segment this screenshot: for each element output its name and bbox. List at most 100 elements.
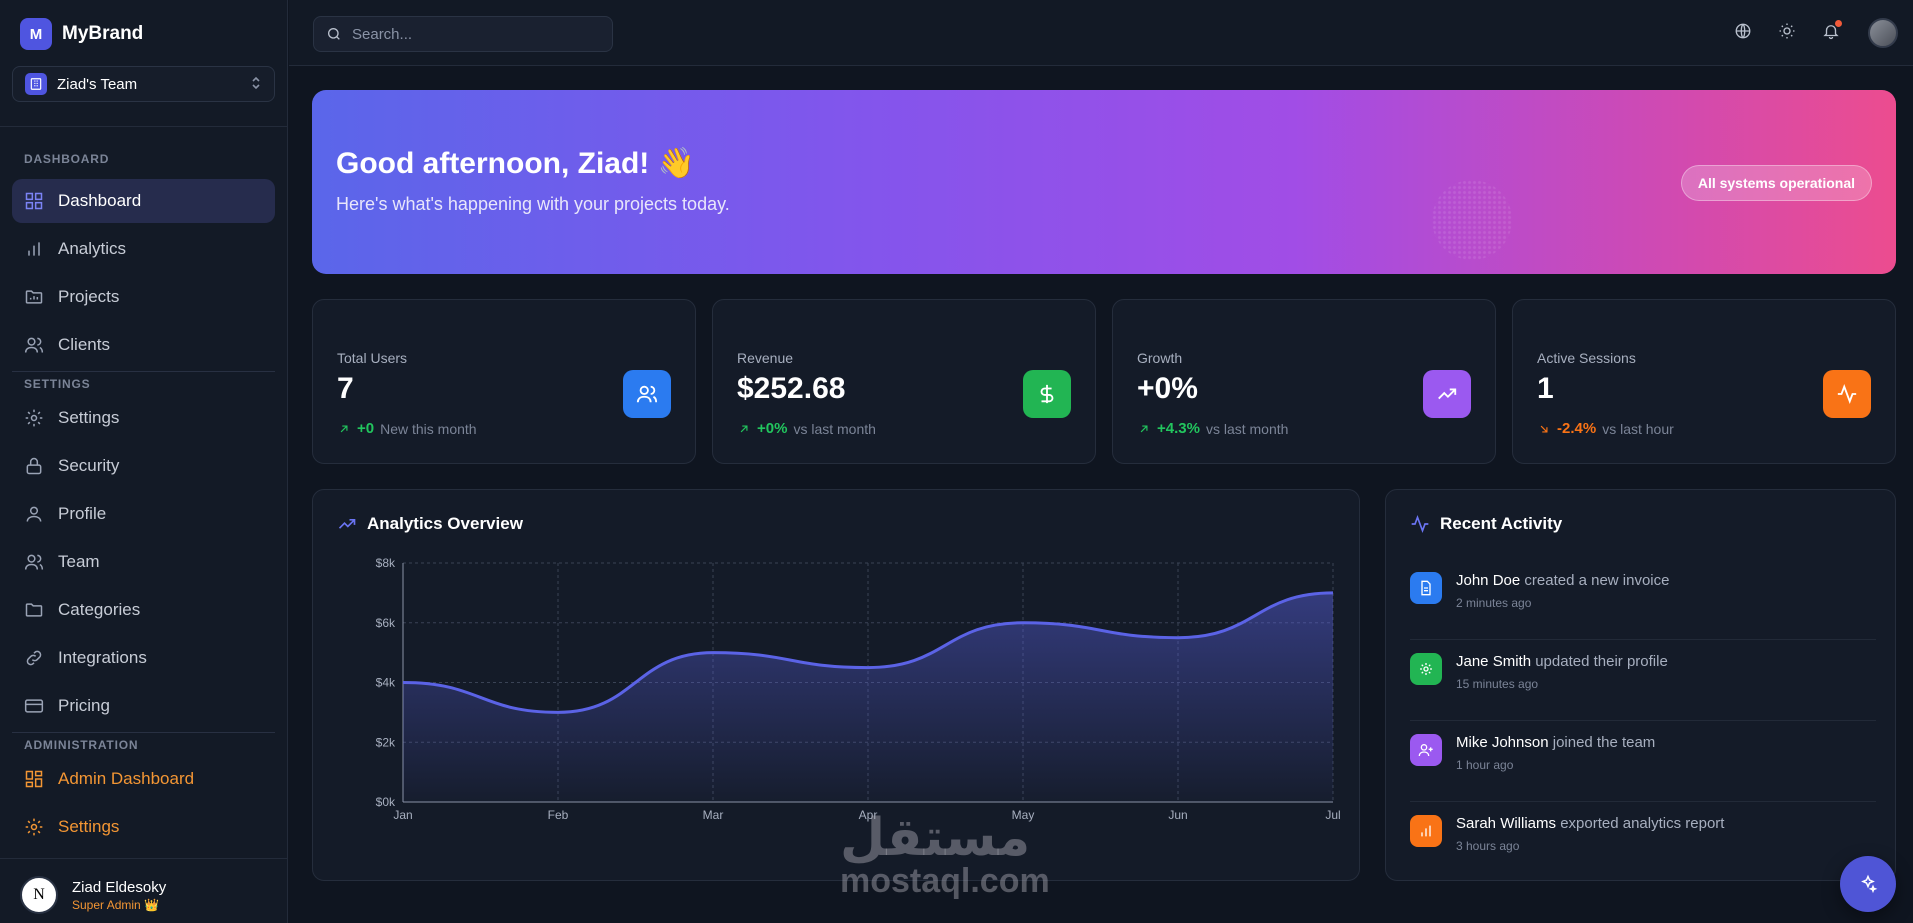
list-item[interactable]: Sarah Williams exported analytics report…	[1410, 803, 1876, 883]
user-name: Ziad Eldesoky	[72, 878, 167, 896]
sidebar-item-team[interactable]: Team	[12, 540, 275, 584]
activity-user: Sarah Williams	[1456, 815, 1557, 832]
sidebar-item-settings[interactable]: Settings	[12, 396, 275, 440]
x-tick-label: May	[1012, 808, 1035, 822]
stat-card-active-sessions: Active Sessions 1 -2.4% vs last hour	[1512, 299, 1896, 464]
trending-up-icon	[1423, 370, 1471, 418]
sidebar-item-label: Integrations	[58, 648, 147, 667]
x-tick-label: Jan	[393, 808, 412, 822]
activity-user: John Doe	[1456, 572, 1521, 589]
x-tick-label: Apr	[859, 808, 878, 822]
trend-value: -2.4%	[1557, 420, 1597, 437]
search-input[interactable]	[352, 25, 592, 43]
sidebar-item-label: Team	[58, 552, 100, 571]
series-line	[402, 591, 1334, 714]
stat-card-total-users: Total Users 7 +0 New this month	[312, 299, 696, 464]
sidebar-item-security[interactable]: Security	[12, 444, 275, 488]
sidebar-item-label: Security	[58, 456, 120, 475]
notification-dot	[1835, 20, 1842, 27]
activity-icon	[1411, 514, 1429, 534]
gear-icon	[1410, 653, 1442, 685]
brand-logo: M	[20, 18, 52, 50]
arrow-up-right-icon	[1140, 425, 1148, 432]
activity-text: Sarah Williams exported analytics report	[1456, 815, 1724, 832]
section-label-administration: ADMINISTRATION	[24, 738, 139, 752]
list-item[interactable]: Jane Smith updated their profile 15 minu…	[1410, 641, 1876, 721]
analytics-chart: $0k $2k $4k $6k $8k Jan Feb Mar Apr May Jun Jul	[376, 556, 1341, 822]
trend-note: vs last month	[1205, 420, 1289, 437]
user-menu[interactable]: N Ziad Eldesoky Super Admin 👑	[20, 876, 166, 914]
panel-title: Analytics Overview	[337, 514, 523, 534]
grid-icon	[25, 770, 43, 788]
watermark-logo: مستقل	[840, 808, 1031, 868]
trend-value: +0%	[757, 420, 788, 437]
brand[interactable]: M MyBrand	[20, 18, 143, 50]
activity-text: John Doe created a new invoice	[1456, 572, 1669, 589]
user-plus-icon	[1410, 734, 1442, 766]
activity-action: exported analytics report	[1556, 815, 1725, 832]
sidebar-item-dashboard[interactable]: Dashboard	[12, 179, 275, 223]
divider	[1410, 801, 1876, 802]
chevron-updown-icon	[250, 76, 262, 93]
list-item[interactable]: Mike Johnson joined the team 1 hour ago	[1410, 722, 1876, 802]
welcome-banner: Good afternoon, Ziad! 👋 Here's what's ha…	[312, 90, 1896, 274]
stat-label: Growth	[1137, 350, 1183, 366]
sparkles-button[interactable]	[1840, 856, 1896, 912]
activity-action: joined the team	[1548, 734, 1656, 751]
lock-icon	[26, 457, 42, 475]
topbar	[289, 0, 1913, 66]
sidebar-item-profile[interactable]: Profile	[12, 492, 275, 536]
brand-name: MyBrand	[62, 23, 144, 44]
trend-value: +4.3%	[1157, 420, 1200, 437]
folder-icon	[25, 603, 43, 617]
folder-icon	[25, 290, 43, 304]
sidebar-item-label: Admin Dashboard	[58, 769, 195, 788]
sidebar-item-pricing[interactable]: Pricing	[12, 684, 275, 728]
search-box[interactable]	[313, 16, 613, 52]
avatar[interactable]	[1868, 18, 1898, 48]
x-tick-label: Mar	[703, 808, 724, 822]
sidebar-item-clients[interactable]: Clients	[12, 323, 275, 367]
stat-value: +0%	[1137, 372, 1198, 405]
decorative-dots	[1432, 180, 1512, 260]
sidebar-item-label: Clients	[58, 335, 110, 354]
sidebar-item-admin-settings[interactable]: Settings	[12, 805, 275, 849]
dollar-icon	[1023, 370, 1071, 418]
activity-time: 1 hour ago	[1456, 758, 1514, 772]
team-switcher[interactable]: Ziad's Team	[12, 66, 275, 102]
trend-note: vs last month	[793, 420, 876, 437]
sun-icon[interactable]	[1778, 22, 1798, 42]
arrow-down-right-icon	[1540, 425, 1548, 432]
activity-user: Jane Smith	[1456, 653, 1532, 670]
y-tick-label: $4k	[376, 676, 396, 690]
stat-trend: +0% vs last month	[737, 420, 876, 437]
sidebar-item-categories[interactable]: Categories	[12, 588, 275, 632]
panel-title: Recent Activity	[1410, 514, 1562, 534]
globe-icon[interactable]	[1734, 22, 1754, 42]
list-item[interactable]: John Doe created a new invoice 2 minutes…	[1410, 560, 1876, 640]
sidebar-item-label: Pricing	[58, 696, 110, 715]
sidebar-item-label: Dashboard	[58, 191, 142, 210]
watermark-text: mostaql.com	[840, 862, 1050, 900]
section-label-dashboard: DASHBOARD	[24, 152, 110, 166]
user-icon	[26, 506, 42, 522]
activity-time: 2 minutes ago	[1456, 596, 1532, 610]
credit-card-icon	[24, 699, 44, 713]
sparkles-icon	[1861, 874, 1878, 894]
bell-icon[interactable]	[1822, 20, 1842, 42]
section-divider	[12, 732, 275, 733]
gear-icon	[25, 409, 43, 427]
y-tick-label: $0k	[376, 795, 396, 809]
activity-user: Mike Johnson	[1456, 734, 1549, 751]
sidebar-item-integrations[interactable]: Integrations	[12, 636, 275, 680]
activity-action: created a new invoice	[1520, 572, 1670, 589]
sidebar: M MyBrand Ziad's Team DASHBOARD Dashboar…	[0, 0, 288, 923]
gear-icon	[25, 818, 43, 836]
stat-card-revenue: Revenue $252.68 +0% vs last month	[712, 299, 1096, 464]
divider	[1410, 639, 1876, 640]
y-tick-label: $2k	[376, 735, 396, 749]
sidebar-item-projects[interactable]: Projects	[12, 275, 275, 319]
sidebar-item-analytics[interactable]: Analytics	[12, 227, 275, 271]
avatar: N	[20, 876, 58, 914]
sidebar-item-admin-dashboard[interactable]: Admin Dashboard	[12, 757, 275, 801]
